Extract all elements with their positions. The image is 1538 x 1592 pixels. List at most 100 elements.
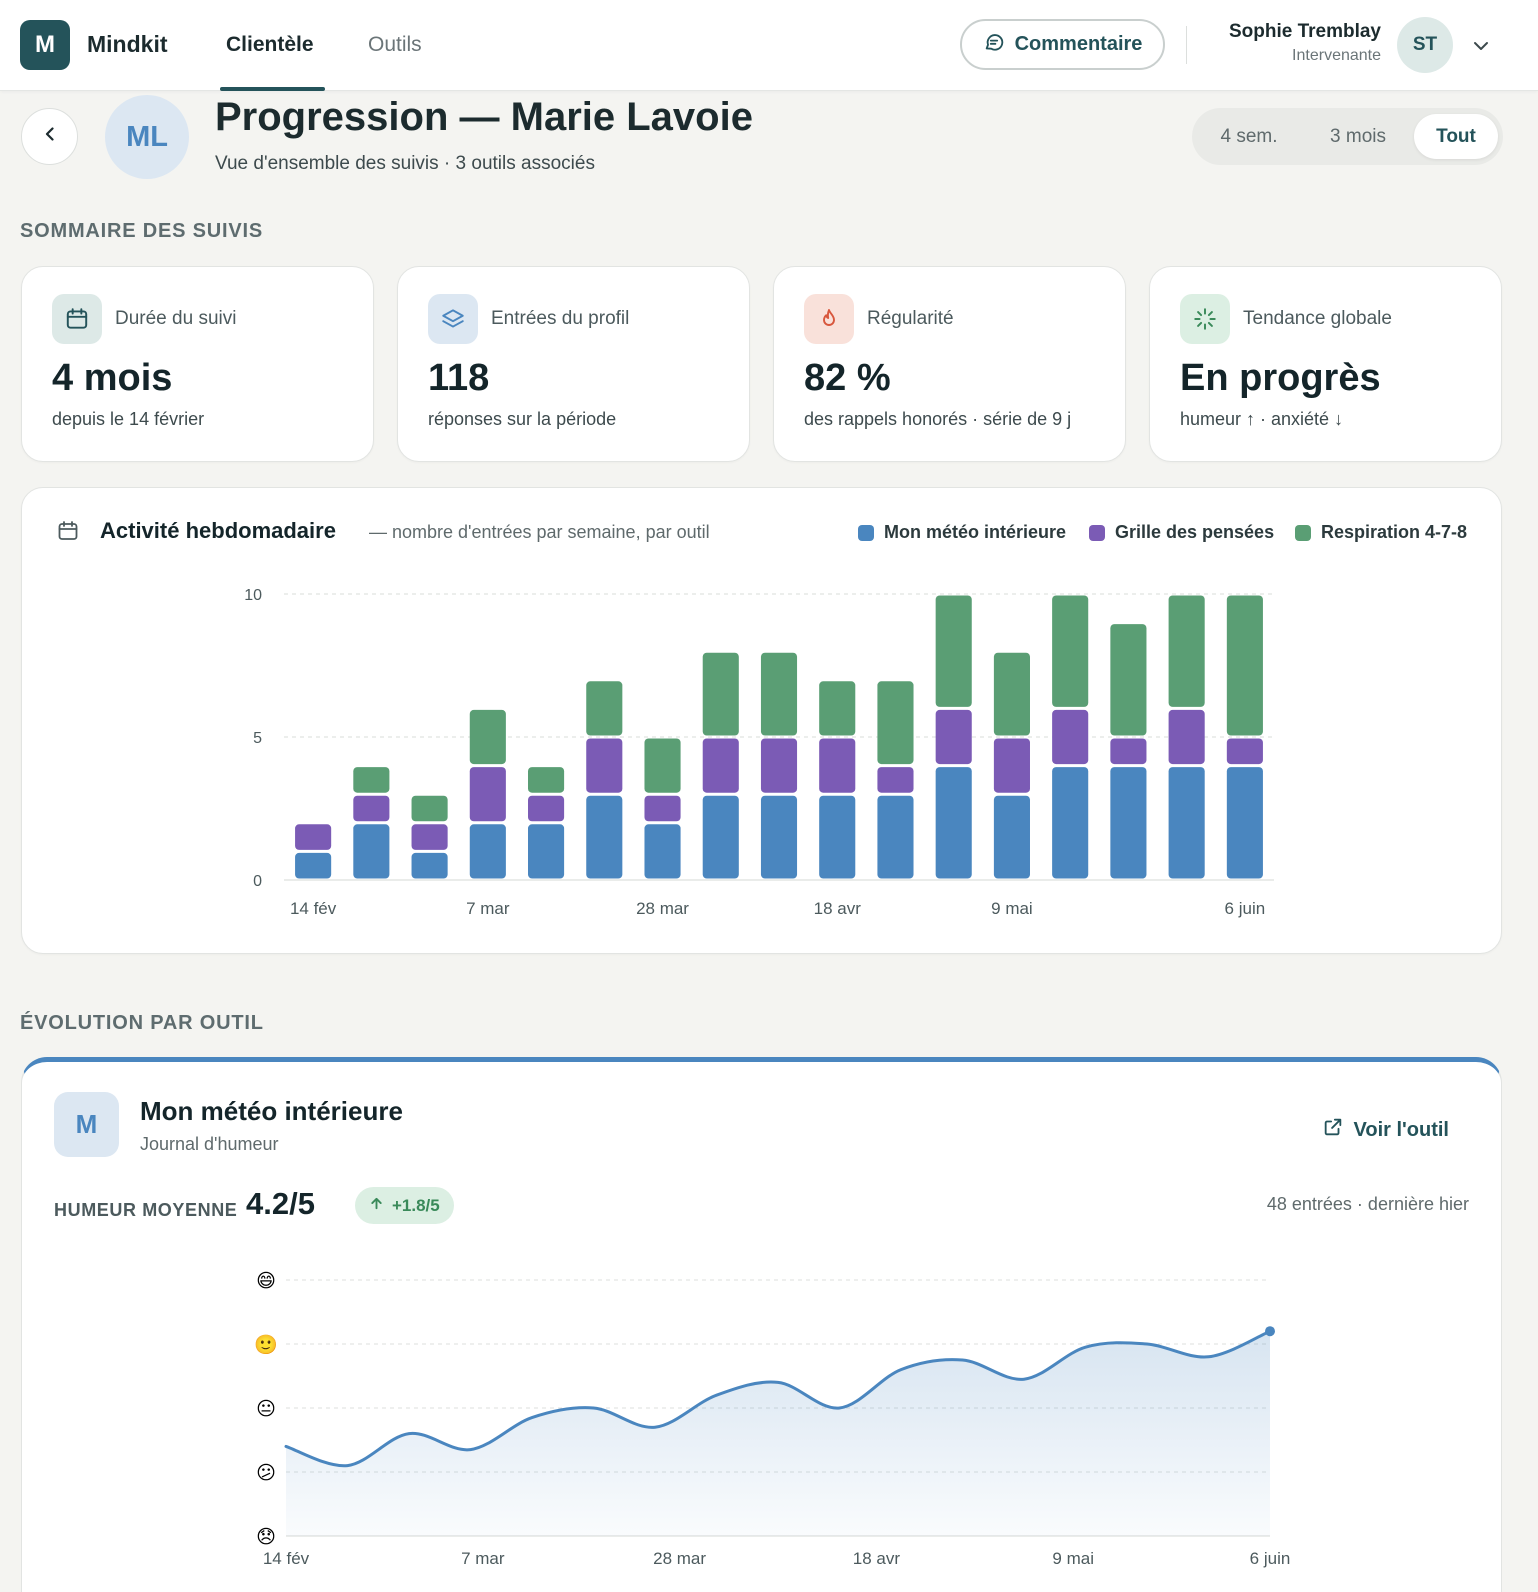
view-tool-label: Voir l'outil: [1353, 1118, 1450, 1141]
bar-segment: [760, 738, 798, 793]
y-tick-label: 0: [253, 873, 262, 890]
bar-segment: [586, 681, 623, 736]
tool-badge: M: [54, 1092, 119, 1157]
user-role: Intervenante: [1292, 47, 1381, 64]
legend-item-meteo: Mon météo intérieure: [858, 522, 1066, 543]
legend-label: Grille des pensées: [1115, 522, 1275, 542]
bar-segment: [411, 852, 448, 879]
chat-bubble-icon: [983, 31, 1005, 59]
bar-segment: [819, 681, 856, 736]
legend-item-grille: Grille des pensées: [1089, 522, 1274, 543]
bar-segment: [1168, 767, 1205, 879]
bar-segment: [1226, 767, 1263, 879]
bar-segment: [644, 795, 681, 822]
bar-segment: [760, 652, 798, 736]
bar-segment: [702, 795, 739, 879]
stat-value: 118: [428, 357, 490, 399]
stat-subtext: réponses sur la période: [428, 409, 617, 429]
range-option-4-weeks[interactable]: 4 sem.: [1220, 125, 1278, 147]
bar-segment: [702, 738, 739, 793]
tab-clientele[interactable]: Clientèle: [226, 33, 314, 56]
legend-swatch: [858, 524, 874, 541]
bar-segment: [1052, 767, 1089, 879]
range-option-all[interactable]: Tout: [1414, 114, 1498, 159]
stat-subtext: humeur ↑ · anxiété ↓: [1180, 409, 1344, 429]
comment-button-label: Commentaire: [1014, 33, 1143, 55]
latest-point: [1265, 1326, 1275, 1337]
calendar-icon: [52, 294, 102, 344]
time-range-selector: 4 sem. 3 mois Tout: [1192, 108, 1503, 165]
tool-name: Mon météo intérieure: [140, 1096, 403, 1126]
delta-value: +1.8/5: [392, 1195, 440, 1215]
x-tick-label: 6 juin: [1225, 899, 1266, 918]
legend-label: Mon météo intérieure: [884, 522, 1067, 542]
chevron-left-icon: [40, 124, 60, 149]
metric-label: HUMEUR MOYENNE: [54, 1200, 238, 1220]
bar-segment: [295, 824, 332, 850]
calendar-icon: [56, 519, 80, 548]
mood-level-icon: 😞: [256, 1527, 276, 1548]
app-name: Mindkit: [87, 31, 168, 57]
app-logo[interactable]: M: [20, 20, 70, 70]
delta-badge: +1.8/5: [355, 1187, 454, 1224]
tab-outils[interactable]: Outils: [368, 33, 422, 56]
x-tick-label: 6 juin: [1250, 1549, 1291, 1568]
weekly-activity-chart: 0 5 10 14 fév 7 mar 28 mar 18 avr 9 mai 6 juin: [244, 587, 1274, 918]
stat-card-regularity: Régularité 82 % des rappels honorés · sé…: [773, 266, 1126, 462]
top-bar: M Mindkit Clientèle Outils Commentaire S…: [0, 0, 1538, 91]
bar-segment: [644, 824, 681, 879]
bar-segment: [935, 595, 972, 707]
bar-segment: [1052, 595, 1089, 707]
bar-segment: [528, 795, 565, 822]
bar-segment: [586, 738, 623, 793]
range-option-3-months[interactable]: 3 mois: [1330, 125, 1386, 147]
layers-icon: [428, 294, 478, 344]
bar-segment: [353, 795, 390, 822]
x-tick-label: 14 fév: [263, 1549, 310, 1568]
y-tick-label: 5: [253, 730, 262, 747]
bar-segment: [353, 767, 390, 793]
bar-segment: [469, 709, 506, 765]
chevron-down-icon[interactable]: [1471, 36, 1491, 61]
weekly-activity-card: Activité hebdomadaire — nombre d'entrées…: [21, 487, 1502, 954]
stat-card-duration: Durée du suivi 4 mois depuis le 14 févri…: [21, 266, 374, 462]
bar-segment: [353, 824, 390, 879]
bar-segment: [469, 767, 506, 822]
activity-chart-title: Activité hebdomadaire: [100, 518, 336, 543]
page-title: Progression — Marie Lavoie: [215, 95, 753, 139]
bar-segment: [586, 795, 623, 879]
bar-segment: [644, 738, 681, 793]
bar-segment: [1110, 624, 1147, 736]
x-tick-label: 7 mar: [461, 1549, 505, 1568]
legend-label: Respiration 4-7-8: [1321, 522, 1468, 542]
tools-section-label: ÉVOLUTION PAR OUTIL: [20, 1012, 264, 1034]
x-tick-label: 18 avr: [853, 1549, 901, 1568]
bar-segment: [295, 852, 332, 879]
bar-segment: [877, 795, 914, 879]
x-tick-label: 14 fév: [290, 899, 337, 918]
bar-segment: [1168, 709, 1205, 765]
tool-card-meteo: M Mon météo intérieure Journal d'humeur …: [21, 1057, 1502, 1592]
bar-segment: [760, 795, 798, 879]
active-tab-indicator: [220, 87, 325, 91]
bar-segment: [528, 824, 565, 879]
legend-swatch: [1089, 524, 1105, 541]
activity-chart-subtitle: — nombre d'entrées par semaine, par outi…: [369, 522, 710, 542]
stat-value: 82 %: [804, 357, 891, 399]
sparkle-icon: [1180, 294, 1230, 344]
legend-swatch: [1295, 524, 1311, 541]
view-tool-link[interactable]: Voir l'outil: [1322, 1116, 1450, 1144]
stat-value: 4 mois: [52, 357, 173, 399]
user-name: Sophie Tremblay: [1228, 21, 1381, 42]
user-avatar[interactable]: ST: [1397, 17, 1453, 73]
comment-button[interactable]: Commentaire: [960, 19, 1165, 70]
legend-item-respiration: Respiration 4-7-8: [1295, 522, 1467, 543]
bar-segment: [819, 795, 856, 879]
page-subtitle: Vue d'ensemble des suivis · 3 outils ass…: [215, 153, 595, 174]
mood-area: [286, 1331, 1270, 1536]
back-button[interactable]: [21, 108, 78, 165]
x-tick-label: 28 mar: [653, 1549, 706, 1568]
flame-icon: [804, 294, 854, 344]
bar-segment: [528, 767, 565, 793]
arrow-up-icon: [369, 1196, 384, 1216]
